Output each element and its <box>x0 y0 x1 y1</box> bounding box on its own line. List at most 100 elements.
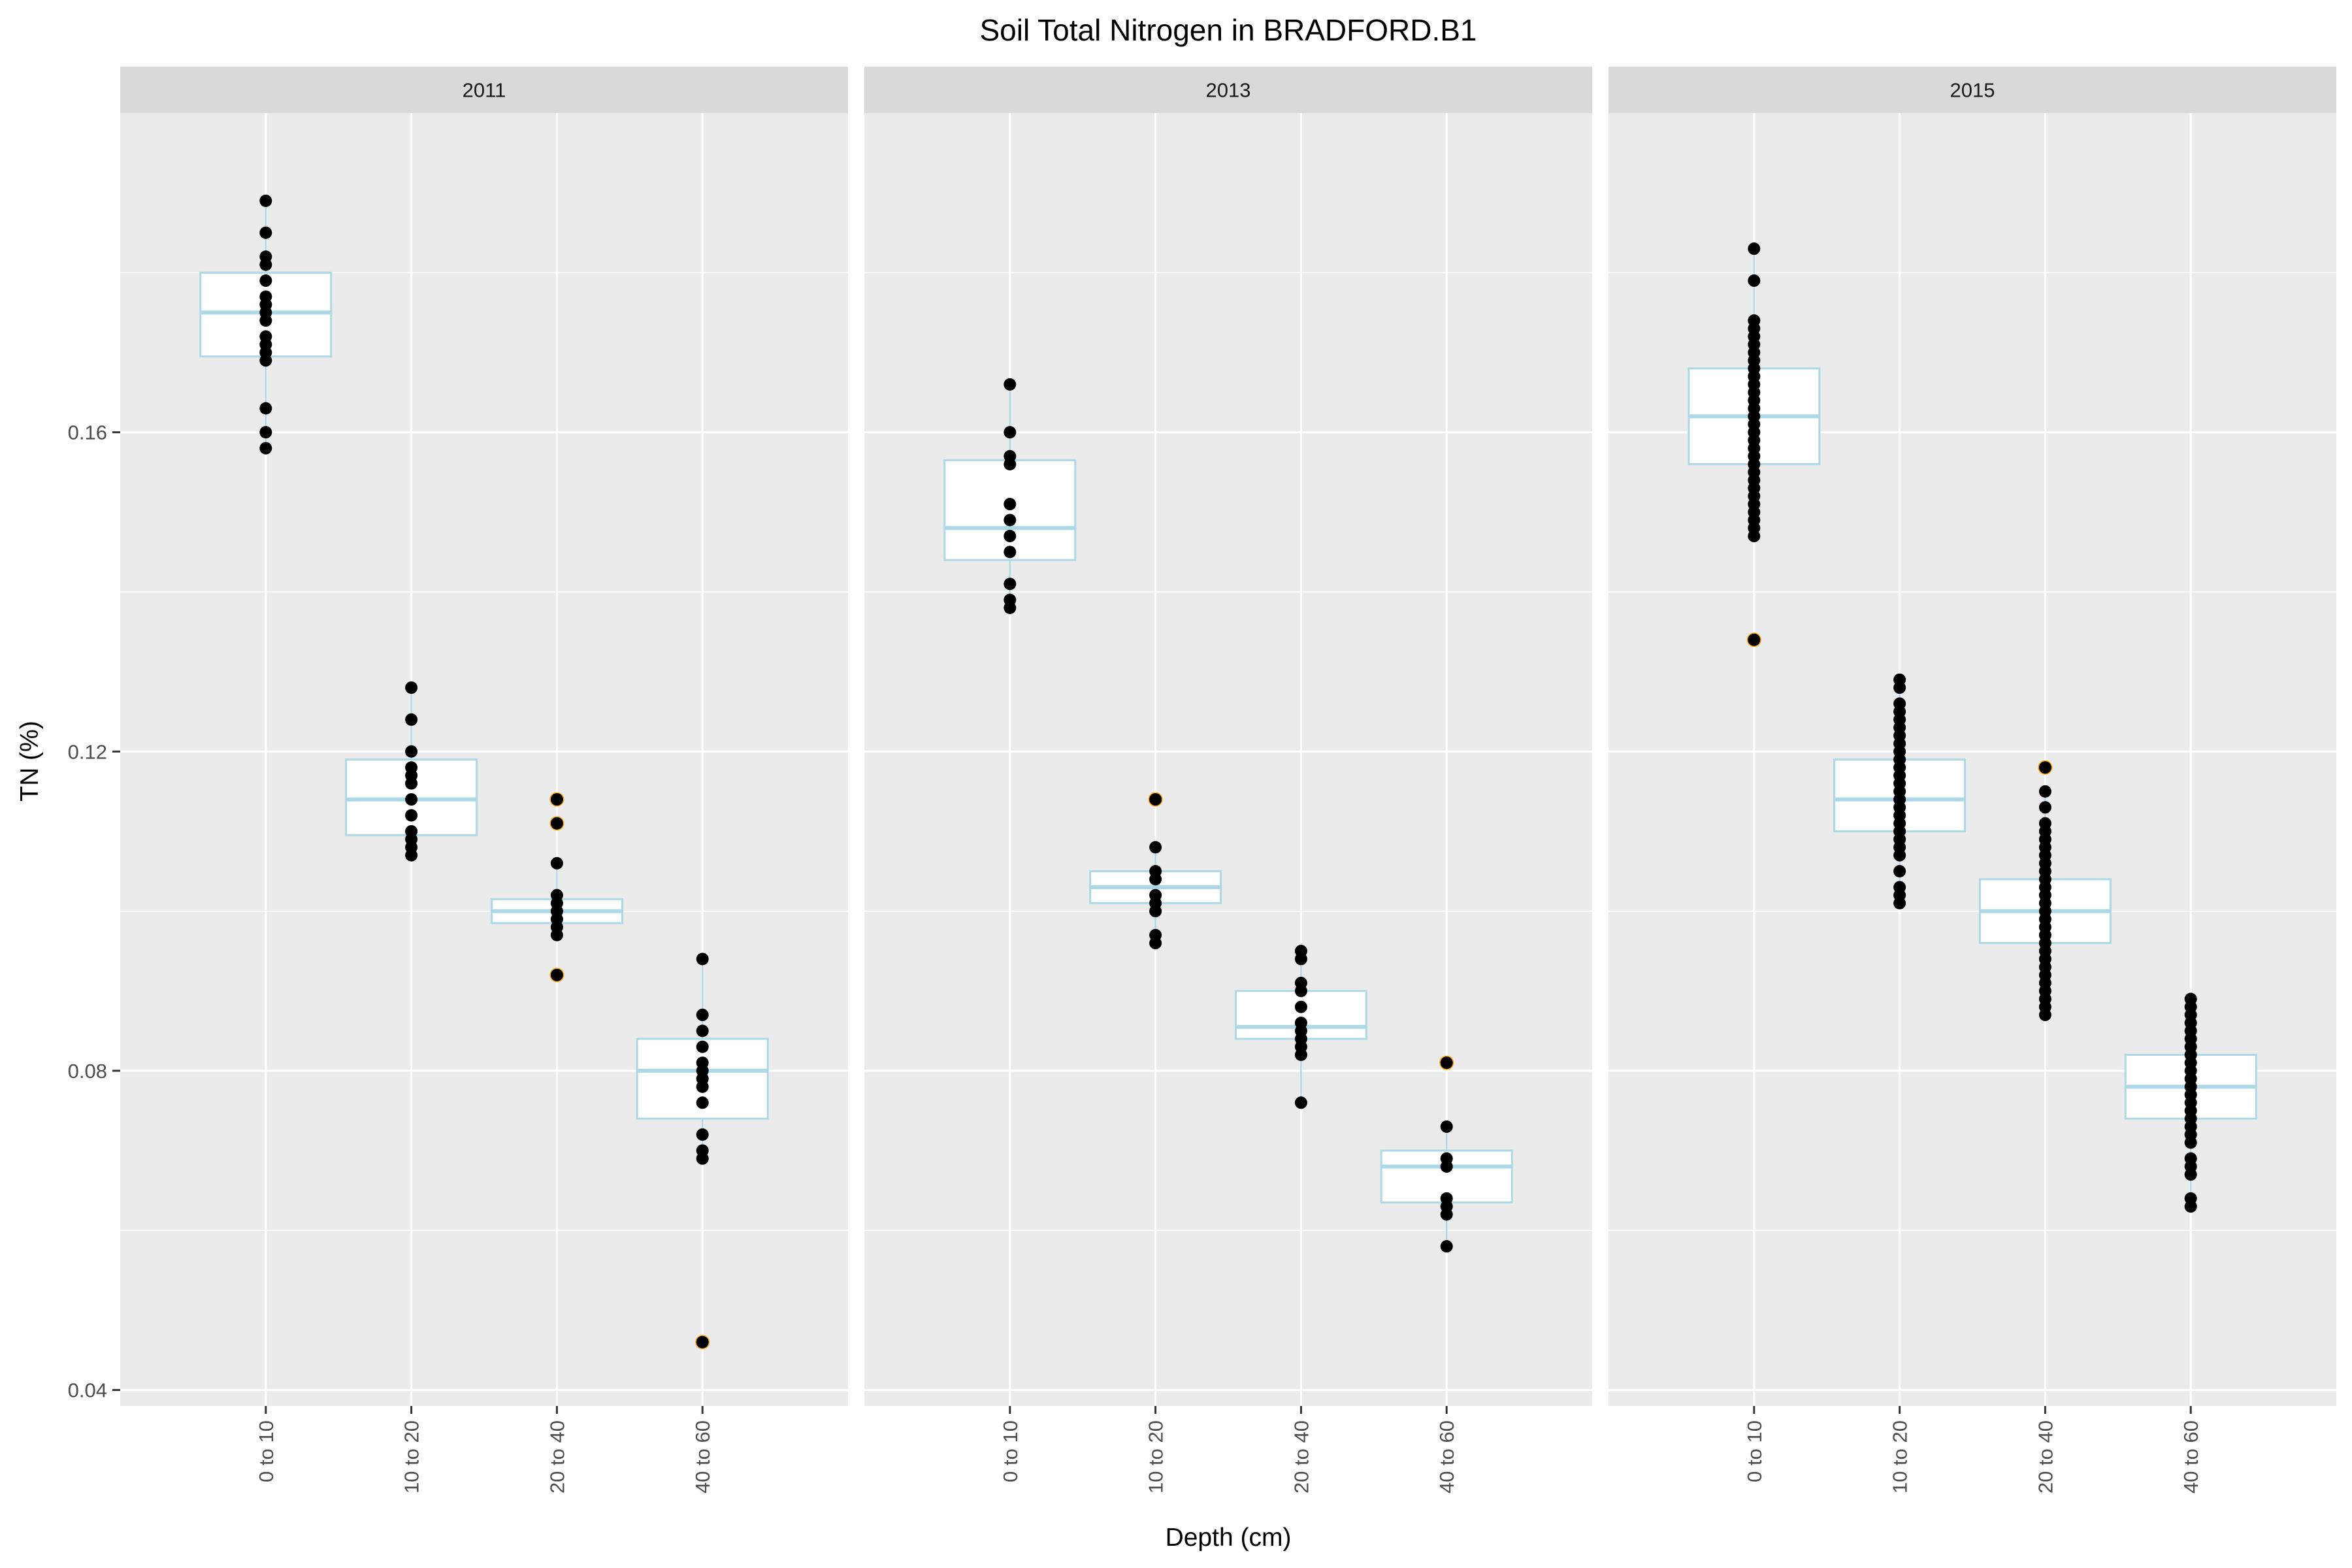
data-point <box>2038 801 2051 814</box>
data-point <box>1004 601 1017 614</box>
boxplot-40-to-60 <box>636 953 769 1350</box>
data-point <box>1748 633 1761 646</box>
boxplot-10-to-20 <box>1089 792 1222 949</box>
facet-strip-label: 2011 <box>463 79 506 102</box>
data-point <box>259 194 272 207</box>
x-tick-label: 10 to 20 <box>400 1420 423 1494</box>
data-point <box>1440 1240 1453 1253</box>
data-point <box>1294 953 1307 966</box>
facet-panels: 2011 0 to 10 10 to 20 20 to 40 40 to 60 2013 0… <box>120 67 2336 1494</box>
data-point <box>405 745 418 758</box>
data-point <box>1440 1120 1453 1133</box>
data-point <box>1294 1096 1307 1109</box>
x-axis-title: Depth (cm) <box>1166 1524 1292 1552</box>
facet-panel-2013: 2013 0 to 10 10 to 20 20 to 40 40 to 60 <box>864 67 1592 1494</box>
x-tick-label: 0 to 10 <box>1743 1420 1766 1482</box>
data-point <box>1748 529 1761 542</box>
data-point <box>1004 529 1017 542</box>
data-point <box>2184 1168 2197 1181</box>
data-point <box>696 1096 709 1109</box>
facet-strip <box>1609 67 2336 113</box>
x-tick-label: 40 to 60 <box>1435 1420 1458 1494</box>
data-point <box>2038 1008 2051 1021</box>
x-tick-label: 20 to 40 <box>2034 1420 2057 1494</box>
data-point <box>1748 274 1761 287</box>
data-point <box>1893 865 1906 878</box>
data-point <box>405 681 418 694</box>
data-point <box>405 849 418 862</box>
facet-panel-2015: 2015 0 to 10 10 to 20 20 to 40 40 to 60 <box>1609 67 2336 1494</box>
data-point <box>696 1008 709 1021</box>
x-tick-label: 20 to 40 <box>546 1420 568 1494</box>
data-point <box>1294 1000 1307 1013</box>
y-axis-title: TN (%) <box>16 721 44 801</box>
x-tick-label: 0 to 10 <box>255 1420 278 1482</box>
data-point <box>696 953 709 966</box>
data-point <box>696 1128 709 1141</box>
facet-panel-2011: 2011 0 to 10 10 to 20 20 to 40 40 to 60 <box>120 67 848 1494</box>
y-tick-label: 0.04 <box>68 1379 107 1402</box>
boxplot-10-to-20 <box>345 681 478 862</box>
data-point <box>1440 1160 1453 1173</box>
data-point <box>1004 378 1017 391</box>
boxplot-40-to-60 <box>2124 992 2257 1213</box>
chart-title: Soil Total Nitrogen in BRADFORD.B1 <box>980 13 1477 47</box>
data-point <box>1149 905 1162 918</box>
facet-strip <box>120 67 848 113</box>
facet-strip-label: 2015 <box>1950 79 1995 102</box>
data-point <box>2184 1136 2197 1149</box>
data-point <box>550 968 563 981</box>
data-point <box>1294 985 1307 998</box>
data-point <box>550 857 563 870</box>
data-point <box>1893 849 1906 862</box>
data-point <box>1893 681 1906 694</box>
data-point <box>259 402 272 415</box>
data-point <box>696 1040 709 1053</box>
data-point <box>259 354 272 367</box>
data-point <box>405 777 418 790</box>
x-tick-label: 40 to 60 <box>2180 1420 2202 1494</box>
x-tick-label: 10 to 20 <box>1145 1420 1168 1494</box>
x-tick-label: 0 to 10 <box>999 1420 1022 1482</box>
panel-background <box>864 113 1592 1406</box>
data-point <box>696 1335 709 1348</box>
boxplot-0-to-10 <box>199 194 333 455</box>
data-point <box>550 793 563 806</box>
data-point <box>405 713 418 726</box>
facet-strip <box>864 67 1592 113</box>
data-point <box>1149 936 1162 949</box>
data-point <box>259 274 272 287</box>
data-point <box>259 258 272 271</box>
facet-strip-label: 2013 <box>1206 79 1251 102</box>
data-point <box>1004 514 1017 527</box>
data-point <box>1440 1056 1453 1070</box>
panel-background <box>1609 113 2336 1406</box>
boxplot-20-to-40 <box>490 792 623 983</box>
data-point <box>405 809 418 822</box>
y-tick-label: 0.12 <box>68 740 107 763</box>
y-tick-label: 0.16 <box>68 421 107 444</box>
data-point <box>1294 1048 1307 1061</box>
y-tick-label: 0.08 <box>68 1060 107 1083</box>
data-point <box>259 314 272 327</box>
data-point <box>405 793 418 806</box>
data-point <box>1440 1208 1453 1221</box>
data-point <box>259 442 272 455</box>
data-point <box>259 226 272 239</box>
data-point <box>1004 578 1017 591</box>
data-point <box>1748 242 1761 255</box>
data-point <box>1004 458 1017 471</box>
data-point <box>696 1024 709 1037</box>
data-point <box>550 817 563 830</box>
data-point <box>2184 1200 2197 1213</box>
boxplot-40-to-60 <box>1380 1055 1513 1253</box>
boxplot-10-to-20 <box>1833 673 1967 909</box>
data-point <box>1004 426 1017 439</box>
data-point <box>1149 873 1162 886</box>
boxplot-0-to-10 <box>943 378 1077 614</box>
data-point <box>1004 546 1017 559</box>
boxplot-20-to-40 <box>1978 760 2112 1021</box>
boxplot-20-to-40 <box>1234 945 1367 1109</box>
x-tick-label: 10 to 20 <box>1889 1420 1912 1494</box>
